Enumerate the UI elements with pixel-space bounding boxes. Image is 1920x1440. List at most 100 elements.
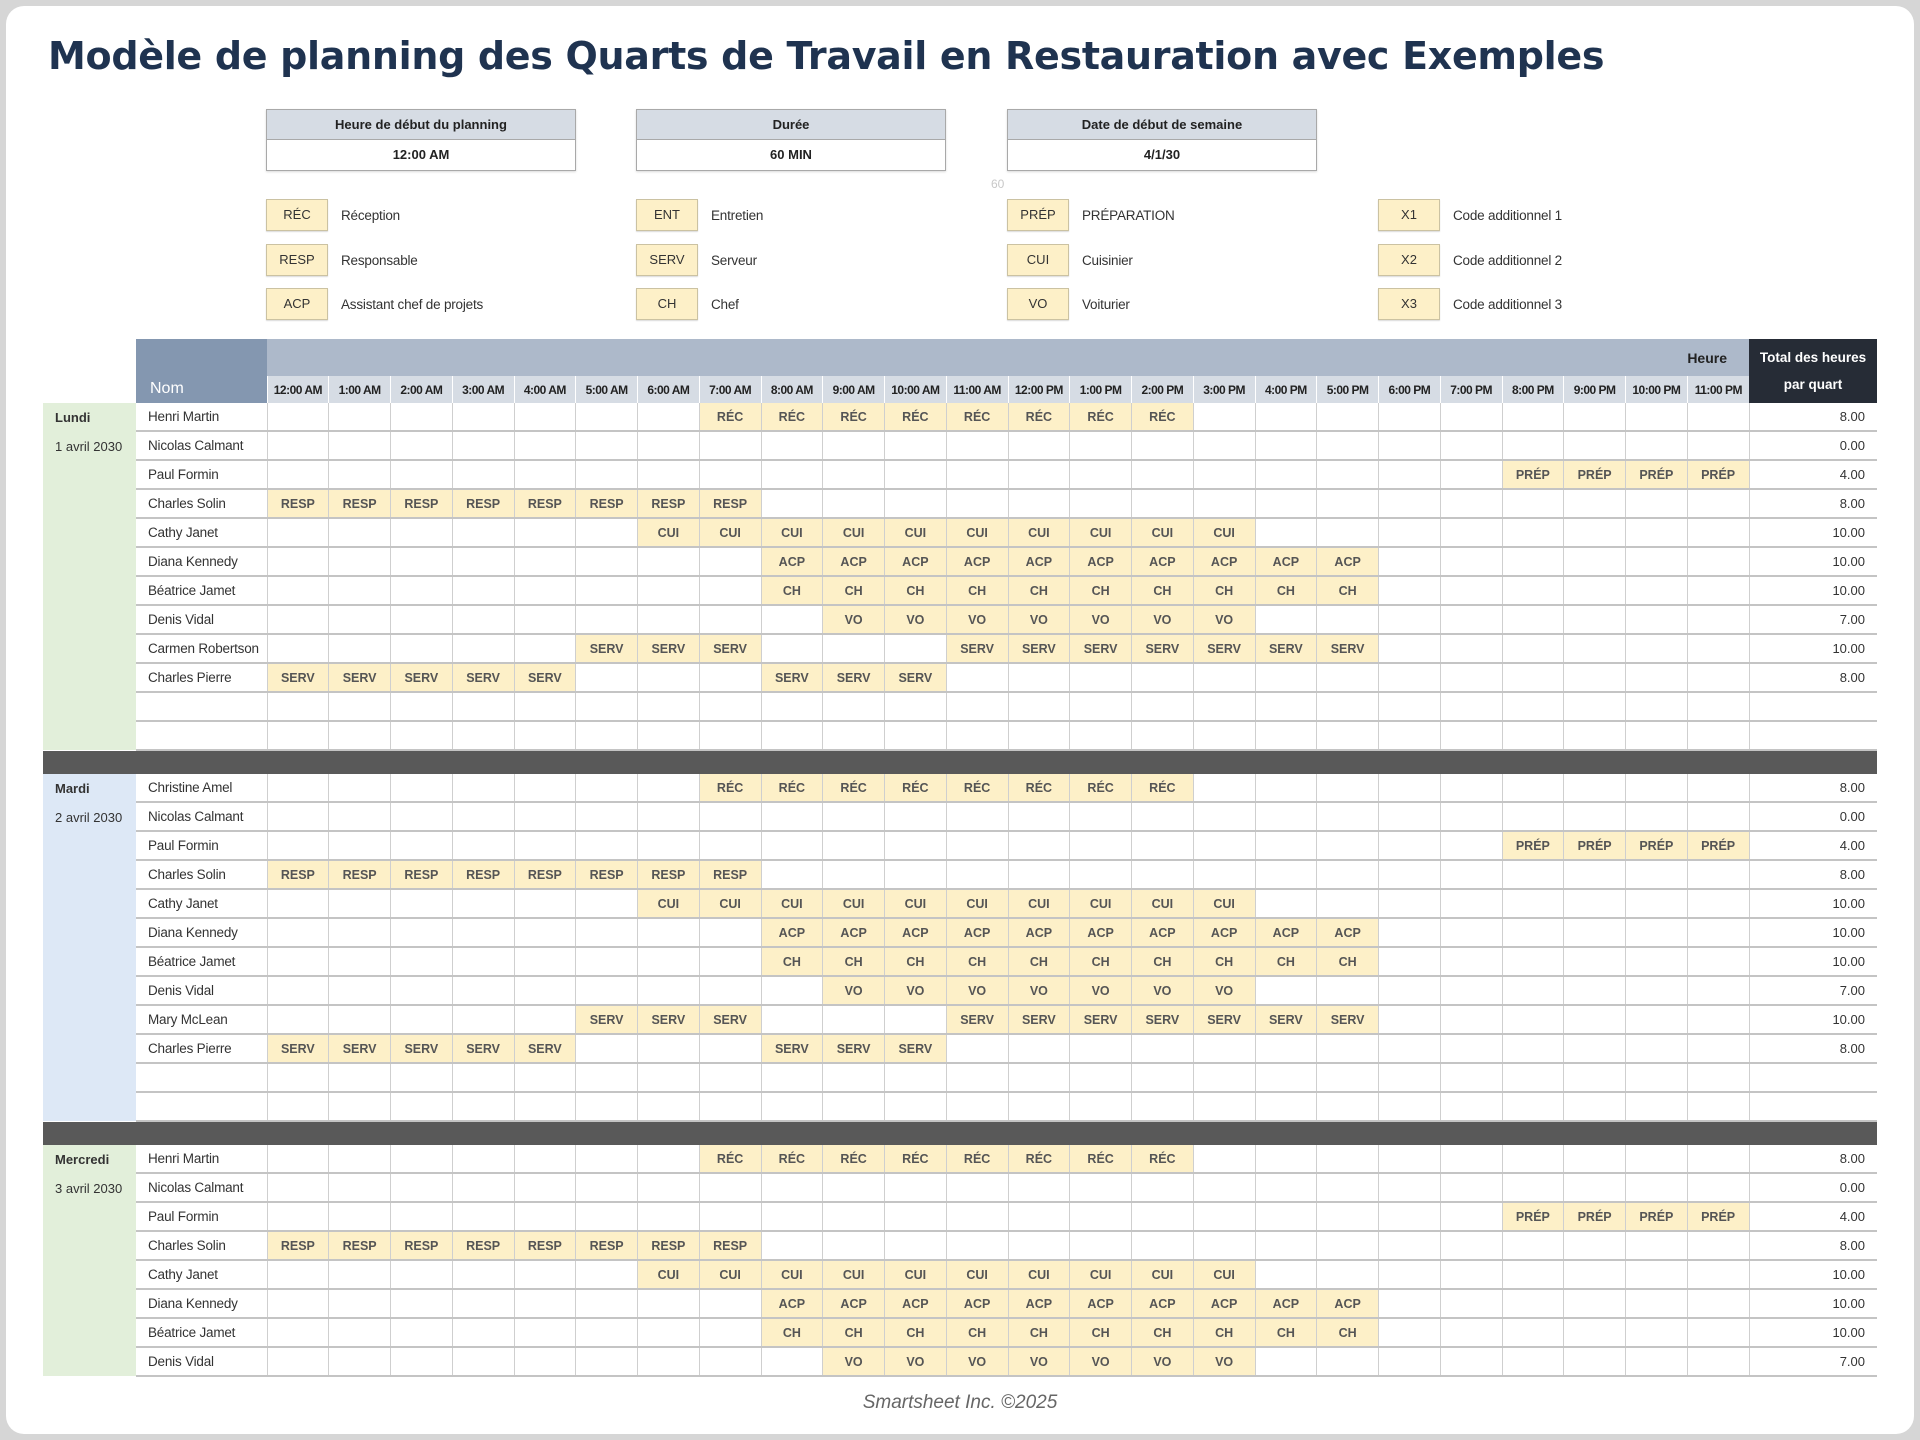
shift-cell[interactable]: [1686, 860, 1749, 890]
shift-cell[interactable]: [1192, 1173, 1255, 1203]
shift-cell[interactable]: [328, 576, 391, 606]
shift-cell[interactable]: CUI: [1069, 1260, 1132, 1290]
shift-cell[interactable]: [1254, 692, 1317, 722]
shift-cell[interactable]: CUI: [1131, 518, 1194, 548]
shift-cell[interactable]: [1563, 947, 1626, 977]
shift-cell[interactable]: PRÉP: [1563, 1202, 1626, 1232]
shift-cell[interactable]: [328, 692, 391, 722]
shift-cell[interactable]: [1069, 1034, 1132, 1064]
shift-cell[interactable]: ACP: [1069, 1289, 1132, 1319]
shift-cell[interactable]: [822, 1173, 885, 1203]
shift-cell[interactable]: [1563, 774, 1626, 803]
shift-cell[interactable]: [1439, 802, 1502, 832]
shift-cell[interactable]: [1254, 518, 1317, 548]
shift-cell[interactable]: [1501, 431, 1564, 461]
shift-cell[interactable]: [1007, 1063, 1070, 1093]
shift-cell[interactable]: [575, 692, 638, 722]
shift-cell[interactable]: ACP: [1192, 547, 1255, 577]
employee-name[interactable]: Nicolas Calmant: [136, 802, 267, 832]
shift-cell[interactable]: [390, 518, 453, 548]
shift-cell[interactable]: RESP: [390, 860, 453, 890]
shift-cell[interactable]: [1686, 605, 1749, 635]
shift-cell[interactable]: [1254, 774, 1317, 803]
shift-cell[interactable]: [1563, 403, 1626, 432]
shift-cell[interactable]: [1378, 489, 1441, 519]
shift-cell[interactable]: [1192, 460, 1255, 490]
shift-cell[interactable]: [698, 431, 761, 461]
shift-cell[interactable]: [1378, 547, 1441, 577]
shift-cell[interactable]: [513, 1005, 576, 1035]
shift-cell[interactable]: [1316, 1260, 1379, 1290]
shift-cell[interactable]: [575, 721, 638, 751]
shift-cell[interactable]: CUI: [760, 518, 823, 548]
shift-cell[interactable]: [945, 489, 1008, 519]
shift-cell[interactable]: [884, 1063, 947, 1093]
shift-cell[interactable]: [1254, 403, 1317, 432]
shift-cell[interactable]: [266, 1202, 329, 1232]
shift-cell[interactable]: [575, 831, 638, 861]
shift-cell[interactable]: [1378, 860, 1441, 890]
shift-cell[interactable]: [266, 634, 329, 664]
shift-cell[interactable]: [698, 947, 761, 977]
shift-cell[interactable]: [637, 1202, 700, 1232]
shift-cell[interactable]: [451, 1092, 514, 1122]
shift-cell[interactable]: VO: [945, 1347, 1008, 1377]
shift-cell[interactable]: [945, 692, 1008, 722]
shift-cell[interactable]: ACP: [822, 1289, 885, 1319]
shift-cell[interactable]: SERV: [884, 663, 947, 693]
shift-cell[interactable]: [1131, 1092, 1194, 1122]
shift-cell[interactable]: [822, 1063, 885, 1093]
employee-name[interactable]: Denis Vidal: [136, 976, 267, 1006]
shift-cell[interactable]: [390, 460, 453, 490]
shift-cell[interactable]: [1131, 1063, 1194, 1093]
shift-cell[interactable]: ACP: [822, 547, 885, 577]
shift-cell[interactable]: [1439, 721, 1502, 751]
shift-cell[interactable]: SERV: [1192, 1005, 1255, 1035]
shift-cell[interactable]: [390, 1260, 453, 1290]
shift-cell[interactable]: [1316, 489, 1379, 519]
shift-cell[interactable]: [1439, 1034, 1502, 1064]
shift-cell[interactable]: [1439, 1202, 1502, 1232]
shift-cell[interactable]: [1069, 489, 1132, 519]
shift-cell[interactable]: CUI: [822, 518, 885, 548]
shift-cell[interactable]: [451, 1005, 514, 1035]
shift-cell[interactable]: [513, 774, 576, 803]
shift-cell[interactable]: [575, 918, 638, 948]
shift-cell[interactable]: [266, 518, 329, 548]
shift-cell[interactable]: [822, 1231, 885, 1261]
shift-cell[interactable]: [266, 547, 329, 577]
shift-cell[interactable]: [513, 721, 576, 751]
shift-cell[interactable]: [1131, 802, 1194, 832]
shift-cell[interactable]: RESP: [390, 489, 453, 519]
shift-cell[interactable]: [513, 634, 576, 664]
shift-cell[interactable]: [945, 1034, 1008, 1064]
shift-cell[interactable]: [1686, 802, 1749, 832]
shift-cell[interactable]: [1378, 1318, 1441, 1348]
shift-cell[interactable]: [1625, 1289, 1688, 1319]
shift-cell[interactable]: [637, 1092, 700, 1122]
shift-cell[interactable]: [1686, 431, 1749, 461]
shift-cell[interactable]: SERV: [1192, 634, 1255, 664]
shift-cell[interactable]: [575, 774, 638, 803]
shift-cell[interactable]: VO: [1192, 1347, 1255, 1377]
shift-cell[interactable]: [1131, 721, 1194, 751]
shift-cell[interactable]: [1316, 721, 1379, 751]
employee-name[interactable]: Denis Vidal: [136, 605, 267, 635]
shift-cell[interactable]: [1192, 489, 1255, 519]
shift-cell[interactable]: [1439, 976, 1502, 1006]
shift-cell[interactable]: [945, 1063, 1008, 1093]
shift-cell[interactable]: CUI: [1007, 889, 1070, 919]
shift-cell[interactable]: [1316, 860, 1379, 890]
shift-cell[interactable]: SERV: [575, 1005, 638, 1035]
shift-cell[interactable]: [266, 721, 329, 751]
shift-cell[interactable]: [698, 1034, 761, 1064]
shift-cell[interactable]: VO: [1007, 1347, 1070, 1377]
shift-cell[interactable]: [822, 860, 885, 890]
shift-cell[interactable]: [884, 1092, 947, 1122]
shift-cell[interactable]: [945, 1173, 1008, 1203]
shift-cell[interactable]: RÉC: [1131, 774, 1194, 803]
shift-cell[interactable]: [1378, 976, 1441, 1006]
shift-cell[interactable]: CH: [1316, 947, 1379, 977]
shift-cell[interactable]: [1501, 1092, 1564, 1122]
shift-cell[interactable]: RÉC: [1069, 774, 1132, 803]
